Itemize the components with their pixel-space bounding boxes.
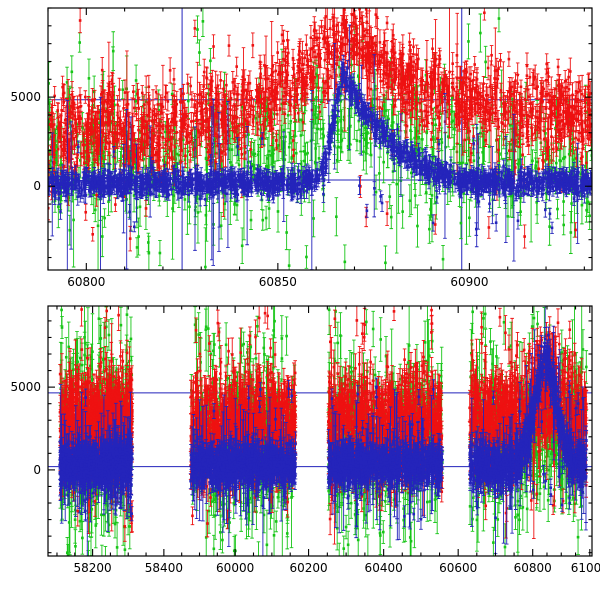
- scatter-plot-canvas: [0, 0, 600, 600]
- light-curve-figure: [0, 0, 600, 600]
